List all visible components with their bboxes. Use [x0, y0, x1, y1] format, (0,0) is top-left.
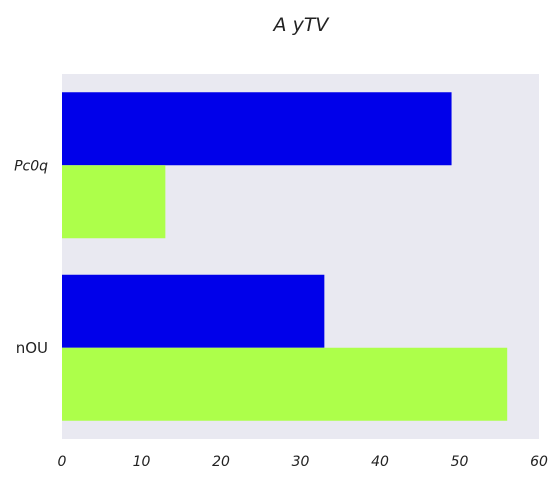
- bar-nou-series-1: [62, 274, 325, 348]
- bar-pc0q-series-1: [62, 92, 452, 166]
- x-tick-label-50: 50: [451, 454, 469, 470]
- x-tick-label-30: 30: [292, 454, 310, 470]
- bar-nou-series-2: [62, 347, 508, 421]
- bar-pc0q-series-2: [62, 165, 166, 239]
- x-tick-label-10: 10: [133, 454, 151, 470]
- chart-title: A yTV: [272, 14, 331, 36]
- x-tick-label-20: 20: [212, 454, 230, 470]
- x-tick-label-40: 40: [371, 454, 389, 470]
- x-tick-label-0: 0: [58, 454, 67, 470]
- y-tick-label-nou: nOU: [16, 339, 48, 357]
- x-tick-label-60: 60: [530, 454, 548, 470]
- y-tick-label-pc0q: Pc0q: [14, 158, 48, 174]
